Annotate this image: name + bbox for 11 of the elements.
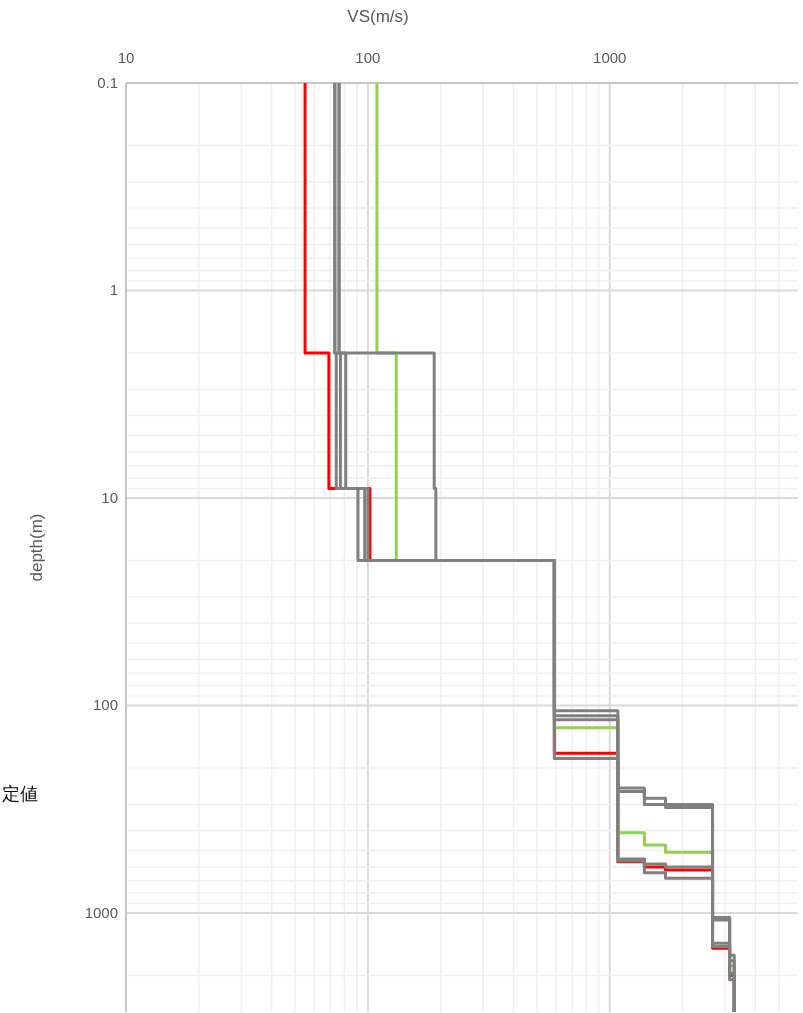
x-tick-label: 100 [355, 49, 381, 66]
y-axis-title: depth(m) [27, 513, 46, 582]
y-tick-label: 1 [109, 281, 118, 299]
x-axis-title: VS(m/s) [347, 7, 409, 26]
y-tick-label: 100 [92, 696, 118, 714]
x-tick-label: 10 [117, 49, 135, 66]
y-tick-label: 10 [101, 489, 118, 506]
y-tick-label: 0.1 [97, 74, 118, 91]
text: 定値 [2, 784, 38, 804]
x-tick-label: 1000 [593, 49, 627, 66]
y-tick-label: 1000 [84, 904, 118, 921]
